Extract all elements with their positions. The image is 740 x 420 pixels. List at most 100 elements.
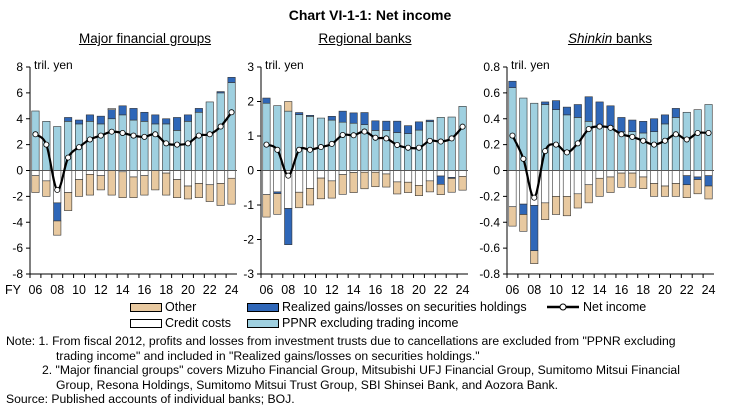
net-income-point [618,131,625,138]
x-tick-label: 12 [571,283,585,297]
net-income-point [130,132,137,139]
y-tick-label: 3 [247,60,254,74]
bar-credit [64,170,73,193]
bar-ppnr [173,130,182,171]
note-1: Note: 1. From fiscal 2012, profits and l… [6,334,676,348]
bar-ppnr [151,123,160,171]
net-income-point [563,149,570,156]
bar-other [349,172,358,193]
bar-ppnr [704,104,713,171]
panel-title-regional: Regional banks [318,31,412,46]
net-income-point [328,140,335,147]
bar-credit [96,170,105,176]
legend-credit: Credit costs [130,316,231,330]
y-tick-label: 0 [247,164,254,178]
bar-credit [414,170,423,186]
bar-other [573,193,582,209]
net-income-point [119,129,126,136]
bar-realized [284,208,293,245]
x-tick-label: 24 [702,283,716,297]
bar-realized [183,114,192,122]
bar-ppnr [262,102,271,171]
bar-realized [595,101,604,127]
bar-ppnr [338,121,347,171]
x-tick-label: 08 [281,283,295,297]
bar-other [371,171,380,188]
bar-ppnr [306,116,315,171]
bar-credit [273,170,282,193]
net-income-point [285,172,292,179]
bar-credit [75,170,84,180]
y-tick-label: 0.6 [483,86,500,100]
legend-ppnr: PPNR excluding trading income [247,316,458,330]
bar-credit [660,170,669,187]
bar-credit [562,170,571,197]
bar-realized [562,106,571,116]
bar-credit [216,170,225,184]
bar-other [530,250,539,264]
x-tick-label: 14 [347,283,361,297]
bar-realized [704,175,713,187]
bar-other [425,180,434,193]
bar-realized [639,121,648,134]
y-tick-label: 0.2 [483,138,500,152]
bar-other [306,188,315,206]
bar-ppnr [660,123,669,171]
bar-realized [382,120,391,131]
bar-other [671,183,680,197]
y-tick-label: 6 [16,86,23,100]
panel-title-major: Major financial groups [78,31,212,46]
bar-other [162,172,171,196]
bar-other [693,179,702,195]
bar-other [606,176,615,193]
legend-label-ppnr: PPNR excluding trading income [282,316,459,330]
bar-realized [194,108,203,113]
bar-credit [173,170,182,180]
legend-swatch-realized [247,302,279,312]
bar-other [660,185,669,197]
x-tick-label: 14 [593,283,607,297]
bar-other [541,202,550,220]
bar-realized [519,203,528,215]
net-income-point [553,141,560,148]
bar-credit [107,108,116,110]
bar-realized [227,77,236,83]
bar-credit [338,170,347,175]
net-income-point [263,141,270,148]
net-income-point [509,132,516,139]
y-tick-label: 0.4 [483,112,500,126]
bar-other [650,183,659,197]
note-2: 2. "Major financial groups" covers Mizuh… [42,363,680,378]
bar-realized [262,97,271,104]
bar-realized [573,104,582,118]
bar-ppnr [617,131,626,171]
bar-other [85,174,94,196]
x-tick-label: 06 [259,283,273,297]
panel-2: 0.8 0.6 0.4 0.2 0 -0.2 -0.4 -0.6 -0.8 tril. yen 06… [479,58,715,297]
bar-other [216,183,225,206]
x-tick-label: 08 [527,283,541,297]
net-income-point [542,148,549,155]
bar-ppnr [508,87,517,171]
bar-credit [183,170,192,187]
bar-realized [306,115,315,117]
x-tick-label: 20 [658,283,672,297]
bar-credit [519,170,528,205]
bar-other [227,177,236,205]
bar-other [595,177,604,197]
bar-other [639,176,648,189]
bar-realized [541,101,550,105]
source: Source: Published accounts of individual… [6,392,295,407]
bar-credit [85,170,94,175]
bar-other [53,220,62,236]
bar-other [31,175,40,193]
net-income-point [65,154,72,161]
bar-credit [306,170,315,189]
bar-ppnr [194,111,203,171]
bar-ppnr [595,126,604,171]
bar-realized [650,118,659,132]
bar-credit [31,170,40,176]
y-tick-label: -2 [243,233,254,247]
bar-ppnr [85,121,94,171]
